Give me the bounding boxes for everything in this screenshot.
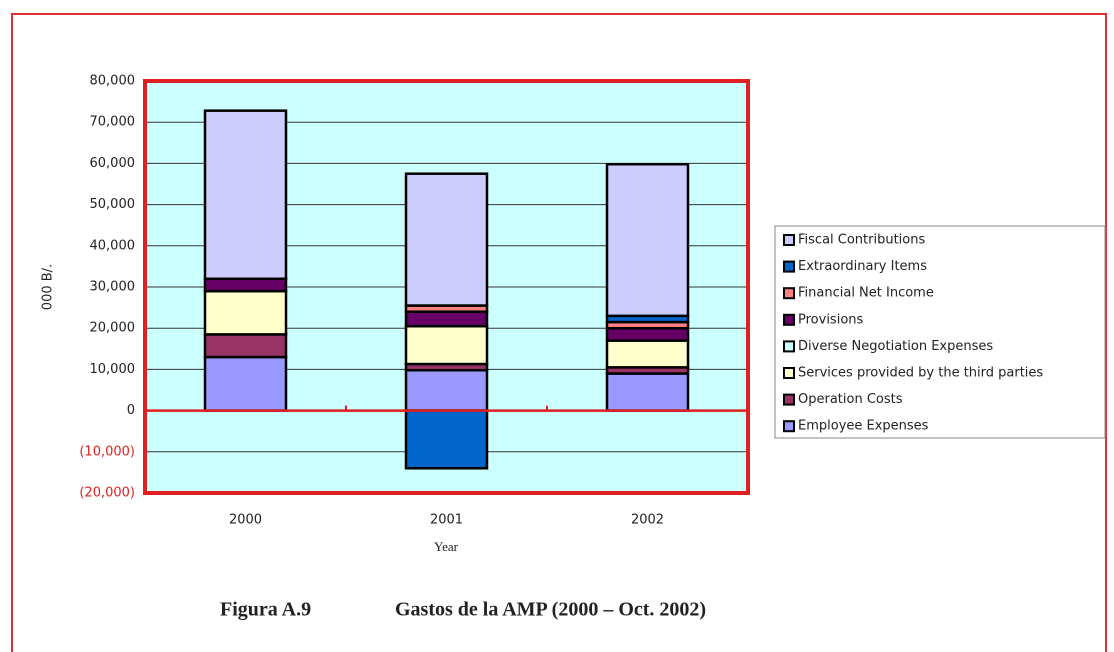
y-tick-label: 0	[127, 403, 135, 418]
legend-label: Extraordinary Items	[798, 259, 927, 274]
y-tick-label: 40,000	[90, 238, 136, 253]
legend-label: Fiscal Contributions	[798, 233, 925, 248]
legend-swatch	[783, 393, 795, 406]
x-axis-label: Year	[434, 539, 459, 554]
y-tick-label: 20,000	[90, 321, 136, 336]
bar-segment	[203, 277, 288, 293]
y-tick-label: 50,000	[90, 197, 136, 212]
bar-segment	[404, 324, 489, 366]
bar-segment	[605, 162, 690, 318]
bar-segment	[404, 409, 489, 470]
y-tick-label: 70,000	[90, 115, 136, 130]
legend-swatch	[783, 313, 795, 326]
caption: Gastos de la AMP (2000 – Oct. 2002)	[395, 599, 706, 621]
y-tick-label: (10,000)	[79, 444, 135, 459]
legend-swatch	[783, 287, 795, 300]
legend-label: Provisions	[798, 312, 864, 327]
bar-segment	[404, 310, 489, 328]
bar-segment	[203, 333, 288, 359]
legend-swatch	[783, 420, 795, 433]
bar-segment	[605, 339, 690, 369]
y-tick-label: (20,000)	[79, 486, 135, 501]
y-tick-label: 30,000	[90, 280, 136, 295]
y-tick-label: 80,000	[90, 74, 136, 89]
x-tick-label: 2000	[229, 513, 262, 528]
legend-swatch	[783, 234, 795, 246]
legend-label: Services provided by the third parties	[798, 366, 1043, 381]
y-axis-label: 000 B/.	[41, 264, 56, 310]
plot-border	[143, 79, 750, 495]
bar-segment	[605, 372, 690, 412]
x-tick-label: 2001	[430, 513, 463, 528]
caption-number: Figura A.9	[220, 599, 311, 621]
y-tick-label: 60,000	[90, 156, 136, 171]
legend-label: Diverse Negotiation Expenses	[798, 339, 993, 354]
legend-swatch	[783, 260, 795, 273]
bar-segment	[404, 368, 489, 412]
x-tick-label: 2002	[631, 513, 664, 528]
y-tick-label: 10,000	[90, 362, 136, 377]
bar-segment	[203, 109, 288, 281]
bar-segment	[203, 289, 288, 336]
legend-swatch	[783, 367, 795, 379]
bar-segment	[605, 326, 690, 342]
bar-segment	[404, 172, 489, 307]
legend-label: Operation Costs	[798, 392, 903, 407]
legend-swatch	[783, 340, 795, 353]
legend-label: Financial Net Income	[798, 286, 934, 301]
frame	[11, 13, 1107, 652]
bar-segment	[203, 355, 288, 412]
legend-label: Employee Expenses	[798, 419, 929, 434]
legend	[774, 225, 1106, 439]
